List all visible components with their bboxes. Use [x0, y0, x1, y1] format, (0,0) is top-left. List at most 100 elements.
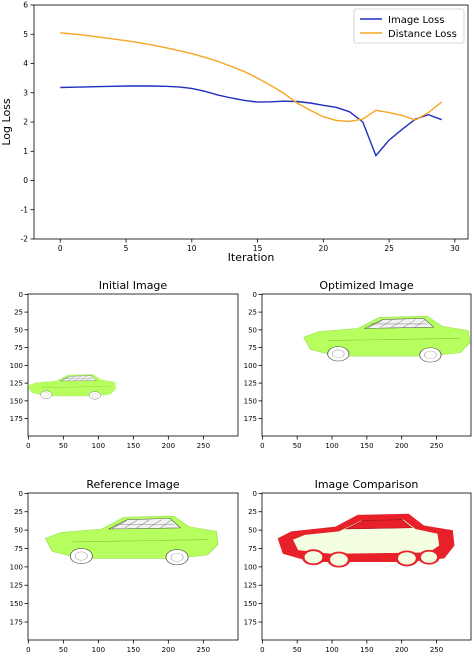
y-tick-label: 100: [10, 362, 23, 370]
panel-frame: [27, 492, 239, 641]
panel-title: Image Comparison: [315, 478, 419, 491]
car-group: [303, 315, 471, 363]
x-tick-label: 150: [127, 442, 140, 450]
car-window-texture: [367, 319, 428, 328]
image-panel-initial: Initial Image 0 50 100 150 200 250 0 25 50 75 100 12…: [10, 279, 239, 450]
car-wheel: [419, 347, 442, 363]
car-wheel: [88, 391, 101, 400]
x-tick-label: 10: [187, 244, 197, 253]
car-image: [277, 513, 455, 568]
x-tick-label: 25: [384, 244, 394, 253]
x-tick-label: 100: [92, 646, 105, 654]
x-tick-label: 50: [59, 646, 68, 654]
x-tick-label: 150: [360, 646, 373, 654]
y-tick-label: 100: [244, 563, 257, 571]
y-tick-label: -2: [21, 235, 29, 244]
car-hubcap: [91, 393, 99, 398]
panel-title: Optimized Image: [319, 279, 413, 292]
series-line-0: [60, 85, 442, 157]
y-tick-label: 175: [244, 415, 257, 423]
y-tick-label: 50: [14, 326, 23, 334]
x-tick-label: 250: [430, 442, 443, 450]
image-panel-reference: Reference Image 0 50 100 150 200 250 0 25 50 75 100…: [10, 478, 239, 654]
y-tick-label: 25: [248, 508, 257, 516]
x-tick-label: 5: [124, 244, 129, 253]
car-wheel: [69, 548, 93, 565]
image-panel-comparison: Image Comparison 0 50 100 150 200 250 0 25 50 75 10…: [244, 478, 472, 654]
car-hubcap: [424, 350, 437, 360]
y-tick-label: 0: [23, 176, 28, 185]
x-tick-label: 150: [360, 442, 373, 450]
x-tick-label: 30: [450, 244, 460, 253]
y-tick-label: -1: [21, 205, 29, 214]
comparison-window: [344, 519, 413, 530]
x-tick-label: 250: [197, 646, 210, 654]
x-tick-label: 0: [26, 442, 30, 450]
x-tick-label: 50: [59, 442, 68, 450]
y-tick-label: 150: [244, 397, 257, 405]
car-image: [303, 315, 471, 363]
legend-label: Distance Loss: [388, 29, 457, 40]
x-tick-label: 0: [260, 646, 264, 654]
y-tick-label: 0: [19, 490, 23, 498]
car-group: [27, 374, 116, 400]
y-tick-label: 50: [248, 326, 257, 334]
y-tick-label: 2: [23, 118, 28, 127]
y-tick-label: 3: [23, 88, 28, 97]
car-hubcap: [170, 552, 184, 562]
x-tick-label: 200: [162, 442, 175, 450]
y-tick-label: 175: [10, 415, 23, 423]
car-wheel: [165, 549, 189, 566]
comparison-wheel: [327, 551, 351, 568]
car-hubcap: [332, 349, 345, 358]
comparison-wheel: [301, 549, 325, 566]
x-tick-label: 250: [197, 442, 210, 450]
x-tick-label: 100: [325, 646, 338, 654]
y-tick-label: 125: [244, 582, 257, 590]
x-tick-label: 100: [325, 442, 338, 450]
car-window-texture: [111, 519, 174, 529]
x-tick-label: 200: [395, 646, 408, 654]
x-tick-label: 250: [430, 646, 443, 654]
y-tick-label: 175: [244, 618, 257, 626]
x-axis-label: Iteration: [228, 251, 275, 264]
comparison-wheel: [395, 550, 419, 567]
car-image: [44, 515, 219, 566]
y-tick-label: 0: [253, 490, 257, 498]
image-panel-optimized: Optimized Image 0 50 100 150 200 250 0 25 50 75 100…: [244, 279, 472, 450]
y-tick-label: 75: [248, 344, 257, 352]
y-tick-label: 0: [19, 291, 23, 299]
legend-box: [353, 8, 465, 44]
x-tick-label: 100: [92, 442, 105, 450]
y-tick-label: 150: [244, 600, 257, 608]
y-tick-label: 150: [10, 397, 23, 405]
y-tick-label: 75: [14, 344, 23, 352]
y-axis-label: Log Loss: [0, 98, 13, 146]
y-tick-label: 6: [23, 1, 28, 10]
y-tick-label: 25: [248, 309, 257, 317]
y-tick-label: 125: [10, 380, 23, 388]
panel-frame: [27, 293, 239, 437]
y-tick-label: 150: [10, 600, 23, 608]
car-wheel: [327, 346, 350, 362]
y-tick-label: 50: [14, 527, 23, 535]
x-tick-label: 15: [253, 244, 263, 253]
y-tick-label: 175: [10, 618, 23, 626]
x-tick-label: 50: [293, 442, 302, 450]
car-image: [27, 374, 116, 400]
car-hubcap: [74, 551, 88, 561]
panel-title: Initial Image: [99, 279, 168, 292]
car-side-line: [71, 539, 208, 543]
y-tick-label: 125: [10, 582, 23, 590]
loss-chart: 0 5 10 15 20 25 30 -2 -1 0 1 2 3 4 5 6 Iteration Log Loss…: [0, 1, 469, 264]
y-tick-label: 0: [253, 291, 257, 299]
x-tick-label: 0: [260, 442, 264, 450]
legend-label: Image Loss: [388, 15, 444, 26]
y-tick-label: 50: [248, 527, 257, 535]
panel-title: Reference Image: [86, 478, 180, 491]
y-tick-label: 75: [14, 545, 23, 553]
comparison-wheel: [418, 549, 440, 565]
car-side-line: [328, 338, 461, 341]
